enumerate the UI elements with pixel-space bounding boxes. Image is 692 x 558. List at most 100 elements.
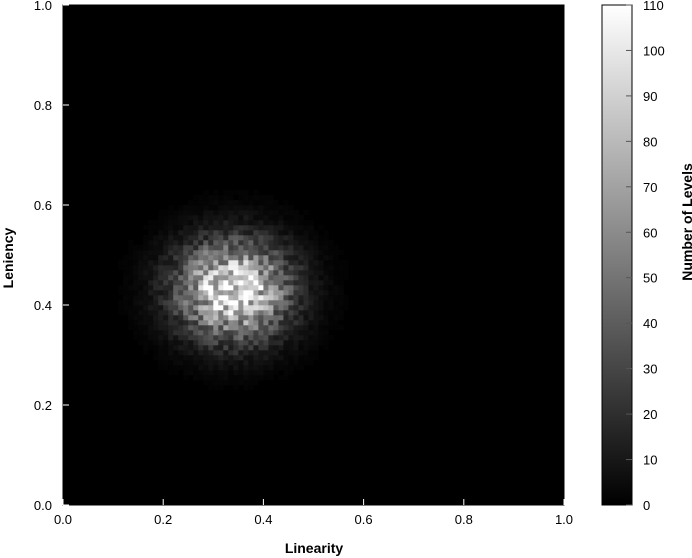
heatmap-cell xyxy=(238,305,244,311)
heatmap-cell xyxy=(218,340,224,346)
heatmap-cell xyxy=(298,235,304,241)
heatmap-cell xyxy=(163,255,169,261)
heatmap-cell xyxy=(278,285,284,291)
heatmap-cell xyxy=(273,350,279,356)
heatmap-cell xyxy=(213,315,219,321)
heatmap-cell xyxy=(303,285,309,291)
heatmap-cell xyxy=(143,340,149,346)
heatmap-cell xyxy=(178,240,184,246)
heatmap-cell xyxy=(303,325,309,331)
heatmap-cell xyxy=(193,365,199,371)
heatmap-cell xyxy=(218,300,224,306)
heatmap-cell xyxy=(308,250,314,256)
heatmap-cell xyxy=(138,325,144,331)
heatmap-cell xyxy=(303,290,309,296)
heatmap-cell xyxy=(183,255,189,261)
heatmap-cell xyxy=(283,250,289,256)
heatmap-cell xyxy=(273,220,279,226)
heatmap-cell xyxy=(248,375,254,381)
heatmap-cell xyxy=(198,300,204,306)
heatmap-cell xyxy=(328,255,334,261)
heatmap-cell xyxy=(168,350,174,356)
heatmap-cell xyxy=(213,310,219,316)
heatmap-cell xyxy=(228,205,234,211)
heatmap-cell xyxy=(333,265,339,271)
heatmap-cell xyxy=(148,340,154,346)
heatmap-cell xyxy=(238,330,244,336)
heatmap-cell xyxy=(153,255,159,261)
heatmap-cell xyxy=(323,340,329,346)
heatmap-cell xyxy=(173,295,179,301)
heatmap-cell xyxy=(203,210,209,216)
heatmap-cell xyxy=(163,260,169,266)
heatmap-cell xyxy=(303,220,309,226)
heatmap-cell xyxy=(288,290,294,296)
heatmap-cell xyxy=(203,235,209,241)
heatmap-cell xyxy=(328,335,334,341)
heatmap-cell xyxy=(243,280,249,286)
heatmap-cell xyxy=(203,345,209,351)
heatmap-cell xyxy=(133,245,139,251)
heatmap-cell xyxy=(318,320,324,326)
heatmap-cell xyxy=(158,275,164,281)
heatmap-cell xyxy=(163,355,169,361)
heatmap-cell xyxy=(318,300,324,306)
heatmap-cell xyxy=(148,255,154,261)
heatmap-cell xyxy=(188,330,194,336)
heatmap-cell xyxy=(168,365,174,371)
heatmap-cell xyxy=(193,270,199,276)
heatmap-cell xyxy=(258,310,264,316)
heatmap-cell xyxy=(153,260,159,266)
heatmap-cell xyxy=(193,335,199,341)
heatmap-cell xyxy=(208,220,214,226)
heatmap-cell xyxy=(273,320,279,326)
heatmap-cell xyxy=(228,375,234,381)
heatmap-cell xyxy=(223,275,229,281)
heatmap-cell xyxy=(213,370,219,376)
heatmap-cell xyxy=(283,255,289,261)
heatmap-cell xyxy=(223,195,229,201)
heatmap-cell xyxy=(143,325,149,331)
heatmap-cell xyxy=(183,365,189,371)
heatmap-cell xyxy=(213,355,219,361)
heatmap-cell xyxy=(303,355,309,361)
heatmap-cell xyxy=(303,210,309,216)
heatmap-cell xyxy=(183,335,189,341)
heatmap-cell xyxy=(258,260,264,266)
heatmap-cell xyxy=(203,245,209,251)
heatmap-cell xyxy=(153,265,159,271)
heatmap-cell xyxy=(228,360,234,366)
heatmap-cell xyxy=(258,265,264,271)
heatmap-cell xyxy=(338,300,344,306)
heatmap-cell xyxy=(138,300,144,306)
heatmap-cell xyxy=(283,225,289,231)
heatmap-cell xyxy=(333,290,339,296)
heatmap-cell xyxy=(278,310,284,316)
heatmap-cell xyxy=(158,210,164,216)
heatmap-cell xyxy=(178,335,184,341)
heatmap-cell xyxy=(258,320,264,326)
heatmap-cell xyxy=(243,250,249,256)
heatmap-cell xyxy=(118,310,124,316)
heatmap-cell xyxy=(213,375,219,381)
heatmap-cell xyxy=(288,360,294,366)
heatmap-cell xyxy=(218,270,224,276)
heatmap-cell xyxy=(303,300,309,306)
heatmap-cell xyxy=(233,265,239,271)
heatmap-cell xyxy=(328,265,334,271)
heatmap-cell xyxy=(233,190,239,196)
heatmap-cell xyxy=(303,225,309,231)
heatmap-cell xyxy=(138,310,144,316)
heatmap-cell xyxy=(168,355,174,361)
heatmap-cell xyxy=(168,340,174,346)
heatmap-cell xyxy=(218,305,224,311)
heatmap-cell xyxy=(193,280,199,286)
heatmap-cell xyxy=(258,370,264,376)
heatmap-cell xyxy=(148,240,154,246)
heatmap-cell xyxy=(338,325,344,331)
heatmap-cell xyxy=(278,275,284,281)
heatmap-cell xyxy=(148,320,154,326)
heatmap-cell xyxy=(153,320,159,326)
heatmap-cell xyxy=(268,345,274,351)
